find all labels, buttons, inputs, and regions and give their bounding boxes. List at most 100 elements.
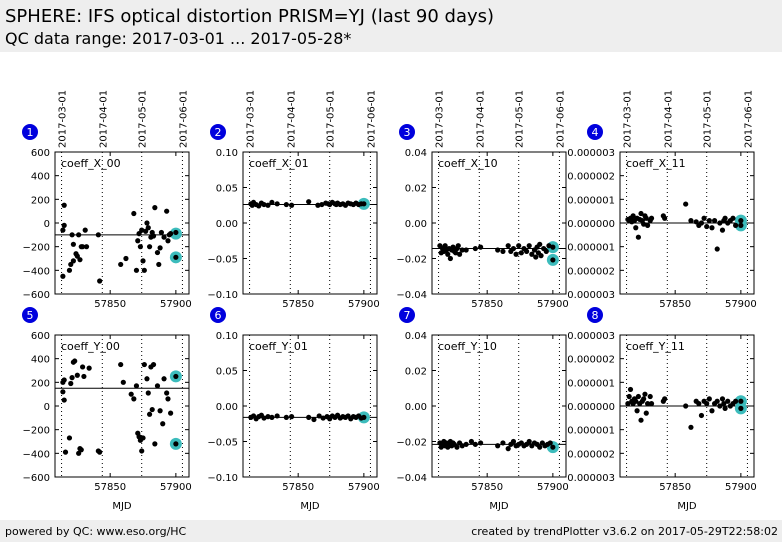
data-point: [459, 443, 465, 449]
data-point: [738, 222, 744, 228]
data-point: [68, 380, 74, 387]
plot-frame: [54, 334, 190, 478]
data-point: [543, 248, 549, 254]
data-point: [547, 440, 553, 446]
series-label: coeff_X_10: [438, 157, 498, 170]
page-title: SPHERE: IFS optical distortion PRISM=YJ …: [5, 6, 495, 27]
panel-badge: [22, 307, 38, 323]
y-tick-label: 0: [44, 219, 50, 230]
data-point: [538, 253, 544, 259]
data-point: [513, 251, 519, 257]
data-point: [454, 444, 460, 450]
data-point: [550, 244, 556, 250]
header-bar: SPHERE: IFS optical distortion PRISM=YJ …: [0, 0, 782, 52]
panel-badge-label: 2: [215, 126, 222, 139]
data-point: [648, 215, 655, 221]
data-point: [709, 408, 715, 414]
panel-badge: [22, 124, 38, 140]
x-axis-label: MJD: [112, 501, 132, 512]
data-point: [714, 246, 720, 252]
data-point: [648, 401, 655, 407]
plot-frame: [431, 151, 567, 295]
y-tick-label: 0.00: [216, 219, 238, 230]
panel-4: 4 0.000003 0.000002 0.000001 0.000000 0.00000…: [567, 124, 757, 310]
data-point: [662, 396, 668, 402]
y-tick-label: −400: [23, 266, 50, 277]
data-point: [698, 412, 705, 419]
data-point: [719, 227, 726, 233]
panel-badge-label: 8: [592, 309, 599, 322]
y-tick-label: −0.10: [207, 473, 238, 484]
y-tick-label: 0.000001: [567, 426, 615, 437]
panel-badge: [587, 307, 603, 323]
x-tick-label: 57900: [160, 482, 192, 493]
plot-frame: [431, 334, 567, 478]
x-tick-label: 57850: [471, 482, 503, 493]
data-point: [265, 202, 271, 208]
x-tick-label: 57850: [659, 482, 691, 493]
data-point: [505, 446, 511, 452]
data-point: [683, 201, 689, 207]
data-point: [81, 373, 87, 380]
data-point: [698, 220, 705, 226]
series-label: coeff_Y_11: [626, 340, 685, 353]
data-point: [516, 243, 522, 249]
panel-8: 8 0.000003 0.000002 0.000001 0.000000 0.00000…: [567, 307, 757, 512]
x-tick-label: 57850: [282, 299, 314, 310]
data-point: [60, 389, 66, 395]
data-point: [500, 440, 506, 446]
data-point: [154, 249, 161, 256]
data-point: [83, 244, 90, 250]
data-point: [61, 377, 67, 383]
data-point: [320, 415, 326, 421]
y-tick-label: 400: [31, 172, 50, 183]
data-point: [472, 441, 478, 447]
data-point: [315, 202, 321, 208]
data-point: [550, 257, 556, 263]
data-point: [644, 222, 651, 228]
data-point: [638, 417, 644, 423]
panel-1: 1 600 400 200 0 −200 −400 −600 57850 57900 coeff_X…: [22, 124, 192, 310]
y-tick-label: 0.000000: [567, 402, 615, 413]
data-point: [721, 401, 727, 407]
y-tick-label: 0.00: [216, 402, 238, 413]
panel-badge: [399, 124, 415, 140]
series-label: coeff_X_00: [61, 157, 121, 170]
panel-badge: [210, 124, 226, 140]
data-point: [158, 229, 165, 236]
data-point: [495, 247, 501, 253]
data-point: [738, 398, 744, 404]
data-point: [455, 243, 461, 249]
data-point: [154, 383, 161, 389]
data-point: [161, 234, 167, 240]
x-tick-label: 57850: [94, 482, 126, 493]
date-tick-label: 2017-06-01: [178, 90, 189, 148]
data-point: [146, 244, 153, 250]
data-point: [173, 441, 179, 447]
data-point: [706, 396, 712, 402]
x-tick-label: 57900: [537, 482, 569, 493]
y-tick-label: −0.02: [396, 438, 427, 449]
data-point: [164, 390, 170, 396]
data-point: [725, 398, 731, 404]
data-point: [145, 390, 151, 396]
data-point: [76, 232, 82, 238]
data-point: [627, 386, 634, 393]
data-point: [141, 361, 147, 368]
data-point: [156, 261, 162, 268]
panel-badge: [210, 307, 226, 323]
y-tick-label: −0.04: [396, 290, 427, 301]
x-tick-label: 57900: [348, 299, 380, 310]
series-label: coeff_Y_01: [249, 340, 308, 353]
data-point: [269, 199, 275, 206]
x-tick-label: 57850: [282, 482, 314, 493]
data-point: [97, 278, 103, 284]
trend-plot-grid: 2017-03-01 2017-04-01 2017-05-01 2017-06-01…: [22, 90, 757, 512]
y-tick-label: 0.02: [405, 184, 427, 195]
data-point: [131, 210, 137, 217]
y-tick-label: −400: [23, 449, 50, 460]
y-tick-label: 0.000002: [567, 266, 615, 277]
data-point: [696, 401, 702, 407]
data-point: [638, 210, 644, 217]
data-point: [120, 379, 126, 385]
